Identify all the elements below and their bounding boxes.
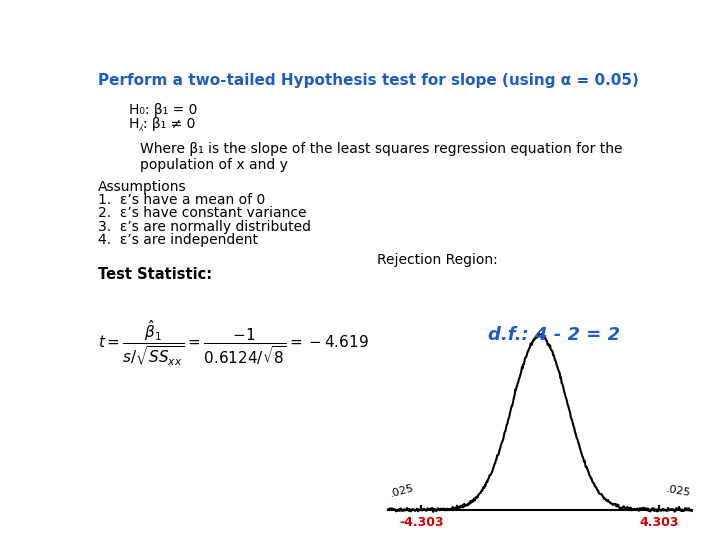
- Text: 2.  ε’s have constant variance: 2. ε’s have constant variance: [98, 206, 306, 220]
- Text: Rejection Region:: Rejection Region:: [377, 253, 498, 267]
- Text: 4.  ε’s are independent: 4. ε’s are independent: [98, 233, 258, 247]
- Text: -4.303: -4.303: [399, 516, 444, 529]
- Text: 4.303: 4.303: [639, 516, 678, 529]
- Text: H₀: β₁ = 0: H₀: β₁ = 0: [129, 103, 197, 117]
- Text: .025: .025: [665, 484, 691, 499]
- Text: Perform a two-tailed Hypothesis test for slope (using α = 0.05): Perform a two-tailed Hypothesis test for…: [98, 72, 639, 87]
- Text: Assumptions: Assumptions: [98, 180, 186, 194]
- Text: H⁁: β₁ ≠ 0: H⁁: β₁ ≠ 0: [129, 117, 195, 131]
- Text: Where β₁ is the slope of the least squares regression equation for the
populatio: Where β₁ is the slope of the least squar…: [140, 142, 623, 172]
- Text: 1.  ε’s have a mean of 0: 1. ε’s have a mean of 0: [98, 193, 265, 207]
- Text: d.f.: 4 - 2 = 2: d.f.: 4 - 2 = 2: [487, 326, 620, 345]
- Text: .025: .025: [389, 483, 415, 499]
- Text: Test Statistic:: Test Statistic:: [98, 267, 212, 282]
- Text: $t = \dfrac{\hat{\beta}_1}{s / \sqrt{SS_{xx}}} = \dfrac{-1}{0.6124 / \sqrt{8}} =: $t = \dfrac{\hat{\beta}_1}{s / \sqrt{SS_…: [98, 319, 369, 368]
- Text: 3.  ε’s are normally distributed: 3. ε’s are normally distributed: [98, 220, 311, 234]
